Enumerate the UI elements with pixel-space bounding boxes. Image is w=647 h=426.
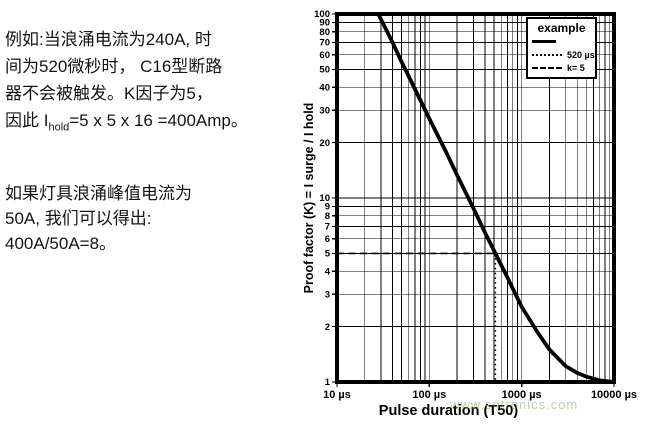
y-tick-label: 1: [325, 377, 331, 388]
x-tick-label: 10 µs: [323, 389, 351, 401]
note-line: 因此 Ihold=5 x 5 x 16 =400Amp。: [5, 111, 248, 134]
note-line: 400A/50A=8。: [5, 234, 117, 254]
y-tick-label: 4: [325, 266, 331, 277]
y-tick-label: 90: [319, 18, 330, 29]
legend-title: example: [537, 21, 586, 35]
plot-frame: [335, 12, 616, 384]
y-tick-label: 5: [325, 249, 331, 260]
note-line: 50A, 我们可以得出:: [5, 209, 152, 229]
legend-entry-520us: 520 µs: [528, 48, 595, 61]
note-text: 例如:当浪涌电流为240A, 时间为520微秒时， C16型断路 器不会被触发。K…: [5, 26, 305, 256]
note-line: 如果灯具浪涌峰值电流为: [5, 184, 192, 204]
y-tick-label: 50: [319, 65, 330, 76]
x-tick-label: 100 µs: [412, 389, 446, 401]
y-tick-label: 9: [325, 202, 330, 213]
y-tick-label: 80: [319, 27, 330, 38]
x-tick-label: 10000 µs: [591, 389, 637, 401]
note-paragraph-2: 如果灯具浪涌峰值电流为 50A, 我们可以得出: 400A/50A=8。: [5, 181, 305, 256]
legend-line-dotted-icon: [532, 53, 562, 56]
y-tick-label: 6: [325, 234, 330, 245]
series-solid-line: [376, 13, 615, 384]
chart-panel: 100 90 80 70 60 50 40 30 20 10 9 8 7 6 5 4 3 2 1 10 µs 100 µ…: [300, 0, 647, 426]
x-axis-label: Pulse duration (T50): [378, 403, 519, 419]
legend: example 520 µs k= 5: [526, 17, 597, 79]
legend-line-dashed-icon: [532, 66, 562, 69]
y-tick-label: 30: [319, 105, 330, 116]
y-tick-label: 3: [325, 289, 330, 300]
y-tick-label: 70: [319, 38, 330, 49]
y-tick-label: 10: [319, 193, 330, 204]
legend-entry-example: [528, 35, 595, 48]
legend-entry-k5: k= 5: [528, 61, 595, 74]
watermark: www.cntronics.com: [450, 397, 579, 412]
y-tick-label: 100: [314, 9, 330, 20]
note-paragraph-1: 例如:当浪涌电流为240A, 时间为520微秒时， C16型断路 器不会被触发。K…: [5, 26, 305, 141]
note-line: 器不会被触发。K因子为5，: [5, 84, 213, 103]
y-tick-label: 60: [319, 50, 330, 61]
y-tick-label: 20: [319, 138, 330, 149]
y-tick-label: 8: [325, 211, 330, 222]
y-tick-label: 7: [325, 222, 330, 233]
note-line: 例如:当浪涌电流为240A, 时: [5, 30, 212, 49]
subscript-hold: hold: [48, 121, 70, 134]
y-tick-label: 40: [319, 82, 330, 93]
y-tick-label: 2: [325, 322, 330, 333]
legend-line-solid-icon: [532, 40, 556, 43]
x-tick-label: 1000 µs: [502, 389, 542, 401]
y-axis-label: Proof factor (K) = I surge / I hold: [302, 102, 316, 294]
note-line: 间为520微秒时， C16型断路: [5, 57, 223, 76]
